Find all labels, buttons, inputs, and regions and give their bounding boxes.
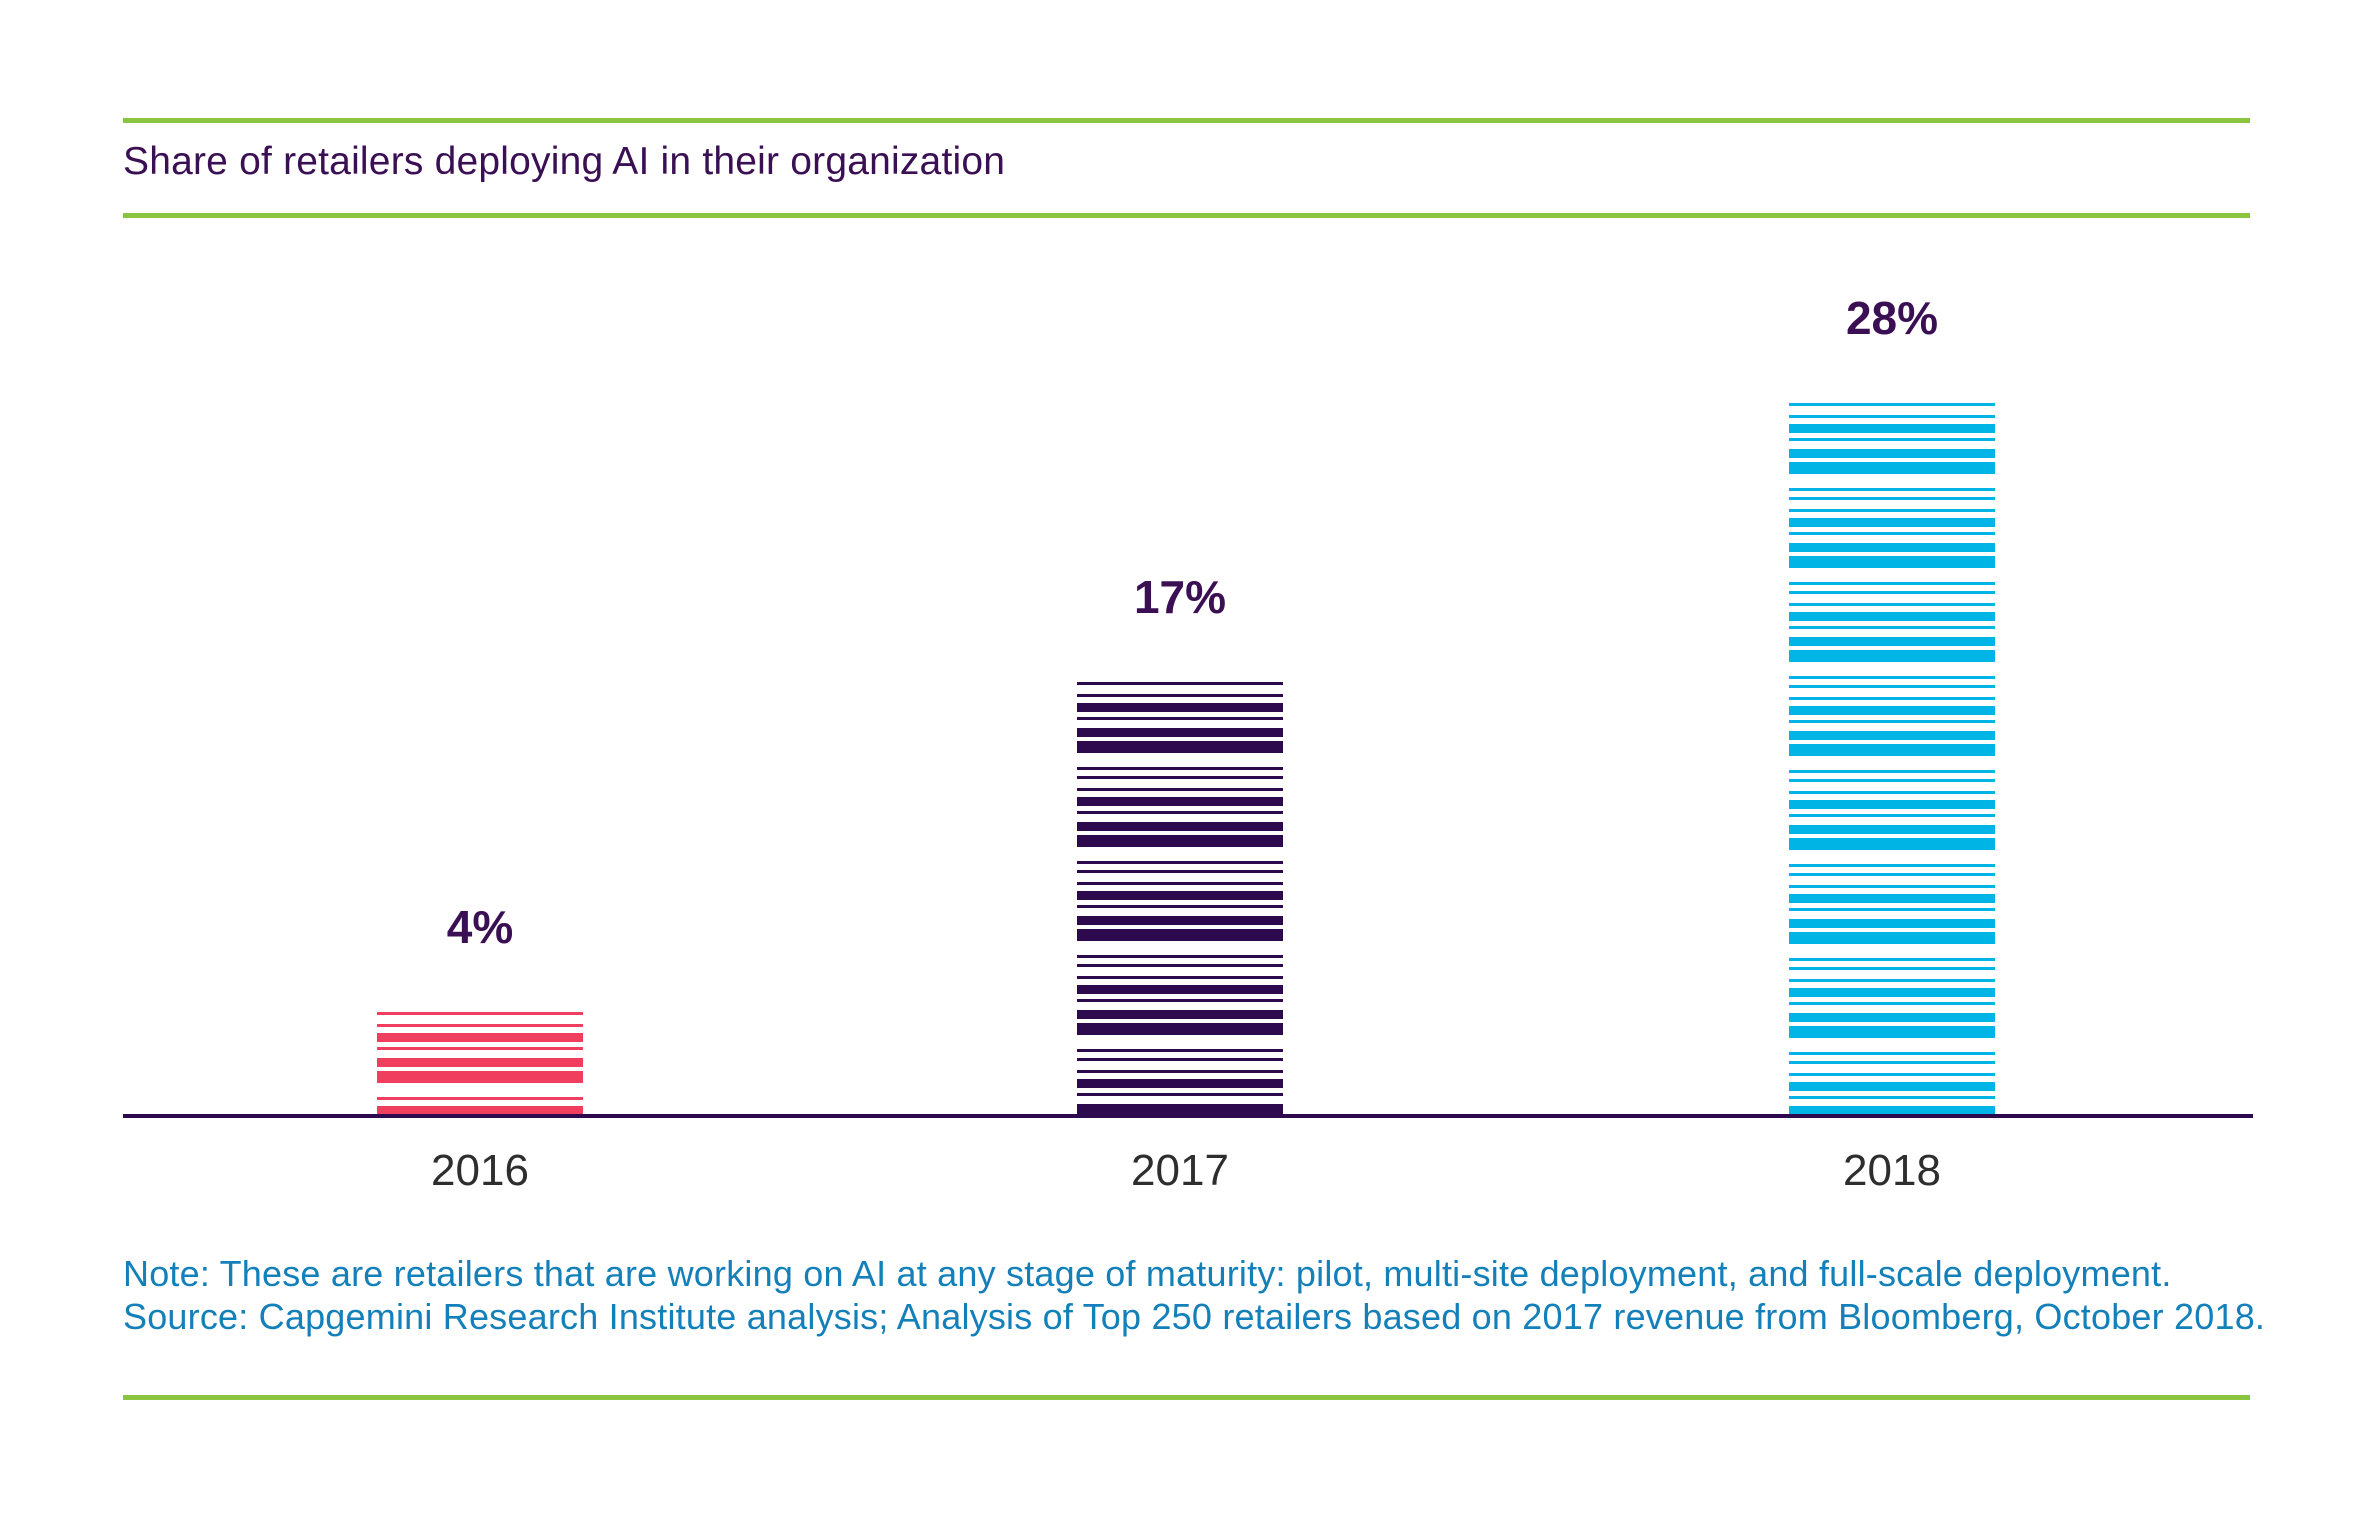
title-underline-rule [123,213,2250,218]
bar-2018 [1789,403,1995,1114]
note-text: Note: These are retailers that are worki… [123,1253,2172,1294]
bar-group-2018: 28% [1789,292,1995,1114]
x-axis-line [123,1114,2253,1118]
value-label-2016: 4% [446,901,514,953]
bottom-green-rule [123,1395,2250,1400]
footnote-block: Note: These are retailers that are worki… [123,1252,2265,1338]
x-tick-label-2018: 2018 [1843,1146,1941,1195]
source-text: Source: Capgemini Research Institute ana… [123,1296,2266,1337]
x-tick-label-2016: 2016 [431,1146,529,1195]
value-label-2017: 17% [1133,571,1227,623]
value-label-2018: 28% [1845,292,1939,344]
x-tick-label-2017: 2017 [1131,1146,1229,1195]
chart-title: Share of retailers deploying AI in their… [123,140,1006,183]
bar-2016 [377,1012,583,1114]
top-green-rule [123,118,2250,123]
bar-group-2016: 4% [377,901,583,1114]
bar-2017 [1077,682,1283,1114]
bar-group-2017: 17% [1077,571,1283,1114]
